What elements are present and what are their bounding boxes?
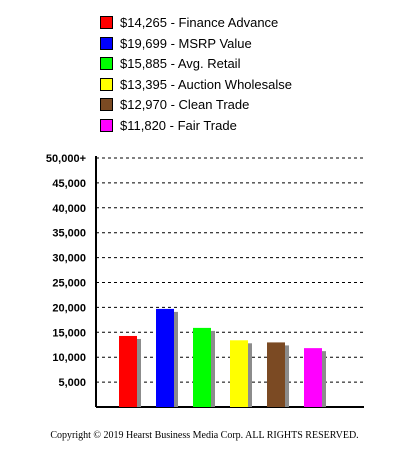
legend-label: $14,265 - Finance Advance [120, 15, 279, 30]
legend-swatch [100, 118, 113, 132]
y-tick-label: 5,000 [58, 377, 86, 389]
y-tick-label: 50,000+ [46, 153, 86, 165]
bar [230, 340, 248, 407]
legend-label: $12,970 - Clean Trade [120, 97, 250, 112]
y-tick-label: 15,000 [52, 327, 86, 339]
legend-swatch [100, 77, 113, 91]
y-tick-label: 25,000 [52, 278, 86, 290]
bar [156, 308, 174, 407]
legend-label: $15,885 - Avg. Retail [120, 56, 241, 71]
bar [267, 342, 285, 407]
y-tick-label: 40,000 [52, 203, 86, 215]
bar [304, 348, 322, 407]
y-tick-label: 45,000 [52, 178, 86, 190]
legend-label: $13,395 - Auction Wholesalse [120, 76, 292, 92]
bar [193, 327, 211, 407]
bar [119, 335, 137, 407]
y-tick-label: 10,000 [52, 352, 86, 364]
legend-label: $11,820 - Fair Trade [120, 117, 237, 133]
legend-swatch [100, 16, 113, 29]
y-tick-label: 35,000 [52, 228, 86, 240]
legend-label: $19,699 - MSRP Value [120, 35, 252, 51]
legend-swatch [100, 36, 113, 50]
bar-chart: 5,000 10,000 15,000 20,000 25,000 30,000 35,00… [46, 153, 364, 408]
legend-swatch [100, 57, 113, 70]
y-tick-label: 30,000 [52, 253, 86, 265]
legend-swatch [100, 98, 113, 111]
y-tick-label: 20,000 [52, 302, 86, 314]
copyright-text: Copyright © 2019 Hearst Business Media C… [50, 430, 359, 441]
